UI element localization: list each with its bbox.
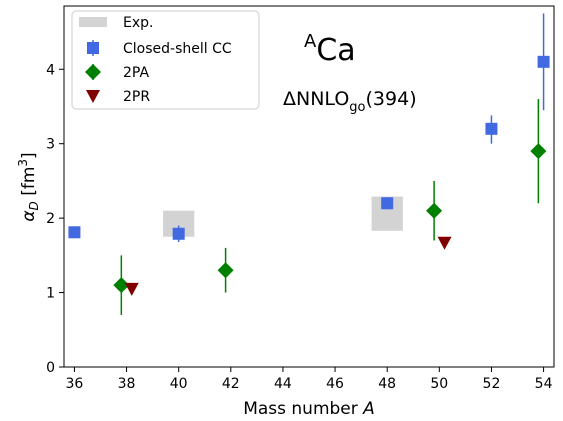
x-tick-label: 42 [222,376,240,392]
x-tick-label: 52 [483,376,501,392]
x-axis-ticks: 36 38 40 42 44 46 48 50 52 54 [66,367,553,392]
legend-swatch-pa [85,64,101,80]
legend: Exp. Closed-shell CC 2PA 2PR [71,10,260,110]
exp-bands [163,196,403,237]
cc-data-point [485,122,498,135]
y-tick-label: 3 [46,137,55,153]
pr-data-point [124,282,139,296]
x-tick-label: 36 [66,376,84,392]
y-tick-label: 1 [46,286,55,302]
cc-data-point [68,226,81,239]
cc-data-point [172,227,185,240]
x-tick-label: 40 [170,376,188,392]
pa-data-point [426,202,443,219]
cc-data-point [381,197,394,210]
legend-label-pr: 2PR [123,89,150,105]
x-tick-label: 46 [326,376,344,392]
interaction-annotation: ΔNNLOgo(394) [283,88,417,115]
pa-data-point [530,143,547,160]
data-markers [68,55,550,296]
x-tick-label: 50 [430,376,448,392]
legend-box [71,10,260,110]
legend-swatch-cc [87,42,99,54]
pa-data-point [113,277,130,294]
y-axis-title: αD [fm3] [16,152,41,221]
legend-label-exp: Exp. [123,15,153,31]
x-tick-label: 38 [118,376,136,392]
x-tick-label: 48 [378,376,396,392]
y-tick-label: 2 [46,211,55,227]
legend-swatch-exp [79,17,107,27]
pr-data-point [437,236,452,250]
legend-label-pa: 2PA [123,65,149,81]
x-tick-label: 44 [274,376,292,392]
pa-data-point [217,262,234,279]
plot-frame [63,5,555,368]
x-axis-title: Mass number A [243,399,375,419]
y-tick-label: 4 [46,62,55,78]
legend-swatch-pr [86,90,100,103]
nucleus-annotation: ACa [304,31,356,68]
legend-label-cc: Closed-shell CC [123,41,232,57]
y-tick-label: 0 [46,360,55,376]
x-tick-label: 54 [535,376,553,392]
y-axis-ticks: 0 1 2 3 4 [46,62,64,376]
cc-data-point [537,55,550,68]
